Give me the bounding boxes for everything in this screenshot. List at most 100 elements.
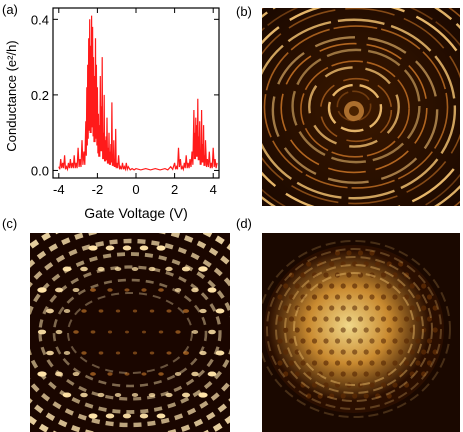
lattice-hole — [409, 349, 415, 355]
lattice-hole — [421, 349, 427, 355]
bright-spot — [198, 266, 208, 272]
lattice-hole — [357, 316, 364, 322]
lattice-hole — [380, 316, 387, 322]
lattice-hole — [329, 393, 335, 399]
bright-spot — [182, 309, 190, 313]
lattice-hole — [392, 272, 398, 278]
bright-spot — [97, 392, 105, 398]
lattice-hole — [363, 261, 369, 267]
bright-spot — [215, 350, 225, 356]
lattice-hole — [323, 360, 329, 366]
lattice-hole — [300, 360, 306, 366]
lattice-hole — [288, 316, 295, 322]
bright-spot — [115, 309, 121, 313]
interference-ring — [327, 83, 383, 133]
lattice-hole — [386, 393, 392, 399]
bright-spot — [141, 288, 147, 292]
lattice-hole — [363, 349, 369, 355]
lattice-hole — [288, 272, 295, 278]
bright-spot — [105, 245, 115, 251]
interference-ring — [262, 8, 460, 205]
x-tick-label: 4 — [210, 182, 217, 197]
lattice-hole — [283, 283, 289, 289]
lattice-hole — [334, 360, 341, 366]
lattice-hole — [432, 305, 438, 311]
lattice-hole — [306, 393, 312, 399]
bright-spot — [81, 351, 87, 355]
bright-spot — [97, 266, 105, 272]
lattice-hole — [392, 338, 398, 344]
lattice-hole — [386, 283, 392, 289]
lattice-hole — [357, 360, 364, 366]
lattice-hole — [311, 338, 318, 344]
image-panel-d — [262, 233, 460, 432]
lattice-hole — [317, 305, 323, 311]
lattice-hole — [300, 316, 306, 322]
interference-ring — [262, 18, 457, 200]
lattice-hole — [380, 360, 387, 366]
bright-spot — [207, 371, 217, 377]
bright-spot — [124, 372, 130, 376]
lattice-hole — [340, 393, 346, 399]
x-tick-label: 2 — [171, 182, 178, 197]
bright-spot — [156, 245, 166, 251]
lattice-hole — [363, 393, 369, 399]
bright-spot — [132, 351, 138, 355]
outer-fringe — [275, 256, 433, 402]
elliptical-fringe — [30, 238, 230, 428]
elliptical-fringe — [38, 265, 222, 401]
bright-spot — [198, 392, 208, 398]
interference-ring — [300, 60, 410, 158]
x-tick-label: 0 — [132, 182, 139, 197]
lattice-hole — [300, 338, 306, 344]
lattice-hole — [346, 338, 352, 344]
bright-spot — [88, 413, 98, 419]
bright-spot — [98, 351, 104, 355]
outer-fringe — [284, 264, 424, 394]
lattice-hole — [352, 349, 358, 355]
lattice-hole — [415, 338, 421, 344]
lattice-hole — [306, 305, 312, 311]
lattice-hole — [380, 272, 387, 278]
lattice-hole — [346, 316, 352, 322]
lattice-hole — [346, 250, 352, 256]
plot-series-group — [58, 15, 218, 172]
lattice-hole — [398, 349, 404, 355]
panel-label-a: (a) — [2, 2, 18, 17]
lattice-hole — [363, 327, 369, 333]
lattice-hole — [283, 371, 289, 377]
lattice-hole — [375, 349, 381, 355]
lattice-hole — [421, 371, 427, 377]
lattice-hole — [311, 294, 318, 300]
bright-spot — [55, 329, 63, 335]
lattice-hole — [392, 294, 398, 300]
lattice-hole — [403, 382, 410, 388]
lattice-hole — [294, 371, 300, 377]
bright-spot — [181, 392, 191, 398]
bright-spot — [148, 266, 156, 272]
bright-spot — [181, 266, 191, 272]
bright-spot — [183, 351, 189, 355]
lattice-hole — [346, 360, 352, 366]
bright-spot — [148, 392, 156, 398]
lattice-hole — [380, 338, 387, 344]
bright-spot — [88, 245, 98, 251]
bright-spot — [114, 266, 122, 272]
lattice-hole — [363, 371, 369, 377]
lattice-hole — [277, 294, 283, 300]
bright-spot — [124, 288, 130, 292]
lattice-hole — [363, 283, 369, 289]
bright-spot — [122, 413, 132, 419]
bright-spot — [191, 330, 199, 334]
panel-label-d: (d) — [236, 216, 252, 231]
lattice-hole — [329, 349, 335, 355]
lattice-hole — [311, 272, 318, 278]
lattice-hole — [369, 250, 375, 256]
lattice-hole — [392, 360, 398, 366]
lattice-hole — [380, 294, 387, 300]
lattice-hole — [426, 338, 433, 344]
bright-spot — [122, 245, 132, 251]
lattice-hole — [369, 316, 375, 322]
bright-spot — [37, 329, 47, 335]
lattice-hole — [421, 305, 427, 311]
